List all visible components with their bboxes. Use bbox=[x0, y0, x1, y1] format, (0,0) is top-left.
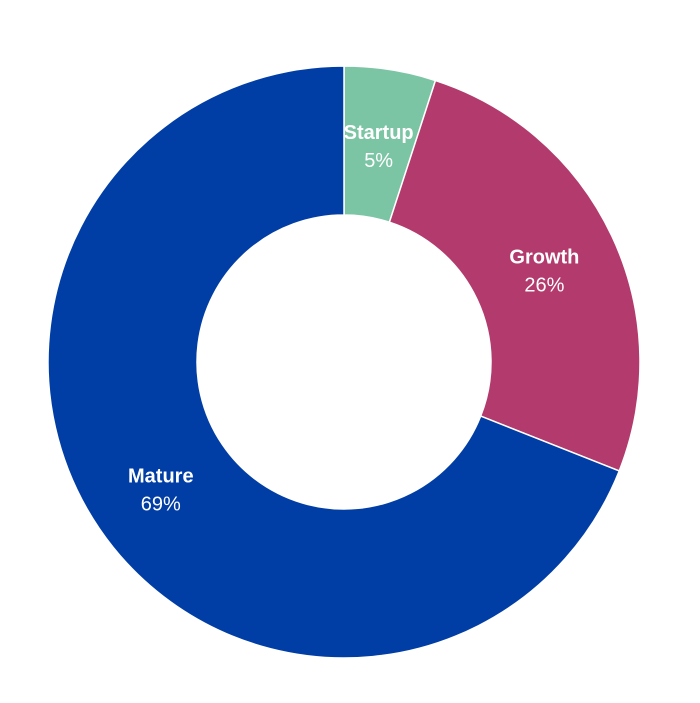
slice-label-mature: Mature bbox=[128, 466, 194, 488]
slice-growth bbox=[388, 79, 641, 472]
slice-value-startup: 5% bbox=[364, 150, 393, 172]
slice-value-growth: 26% bbox=[524, 275, 564, 297]
slice-label-growth: Growth bbox=[509, 247, 579, 269]
donut-slices bbox=[47, 65, 641, 659]
slice-mature bbox=[47, 65, 621, 659]
slice-label-startup: Startup bbox=[344, 122, 414, 144]
donut-labels: Startup 5% Growth 26% Mature 69% bbox=[128, 122, 579, 515]
slice-value-mature: 69% bbox=[141, 494, 181, 516]
